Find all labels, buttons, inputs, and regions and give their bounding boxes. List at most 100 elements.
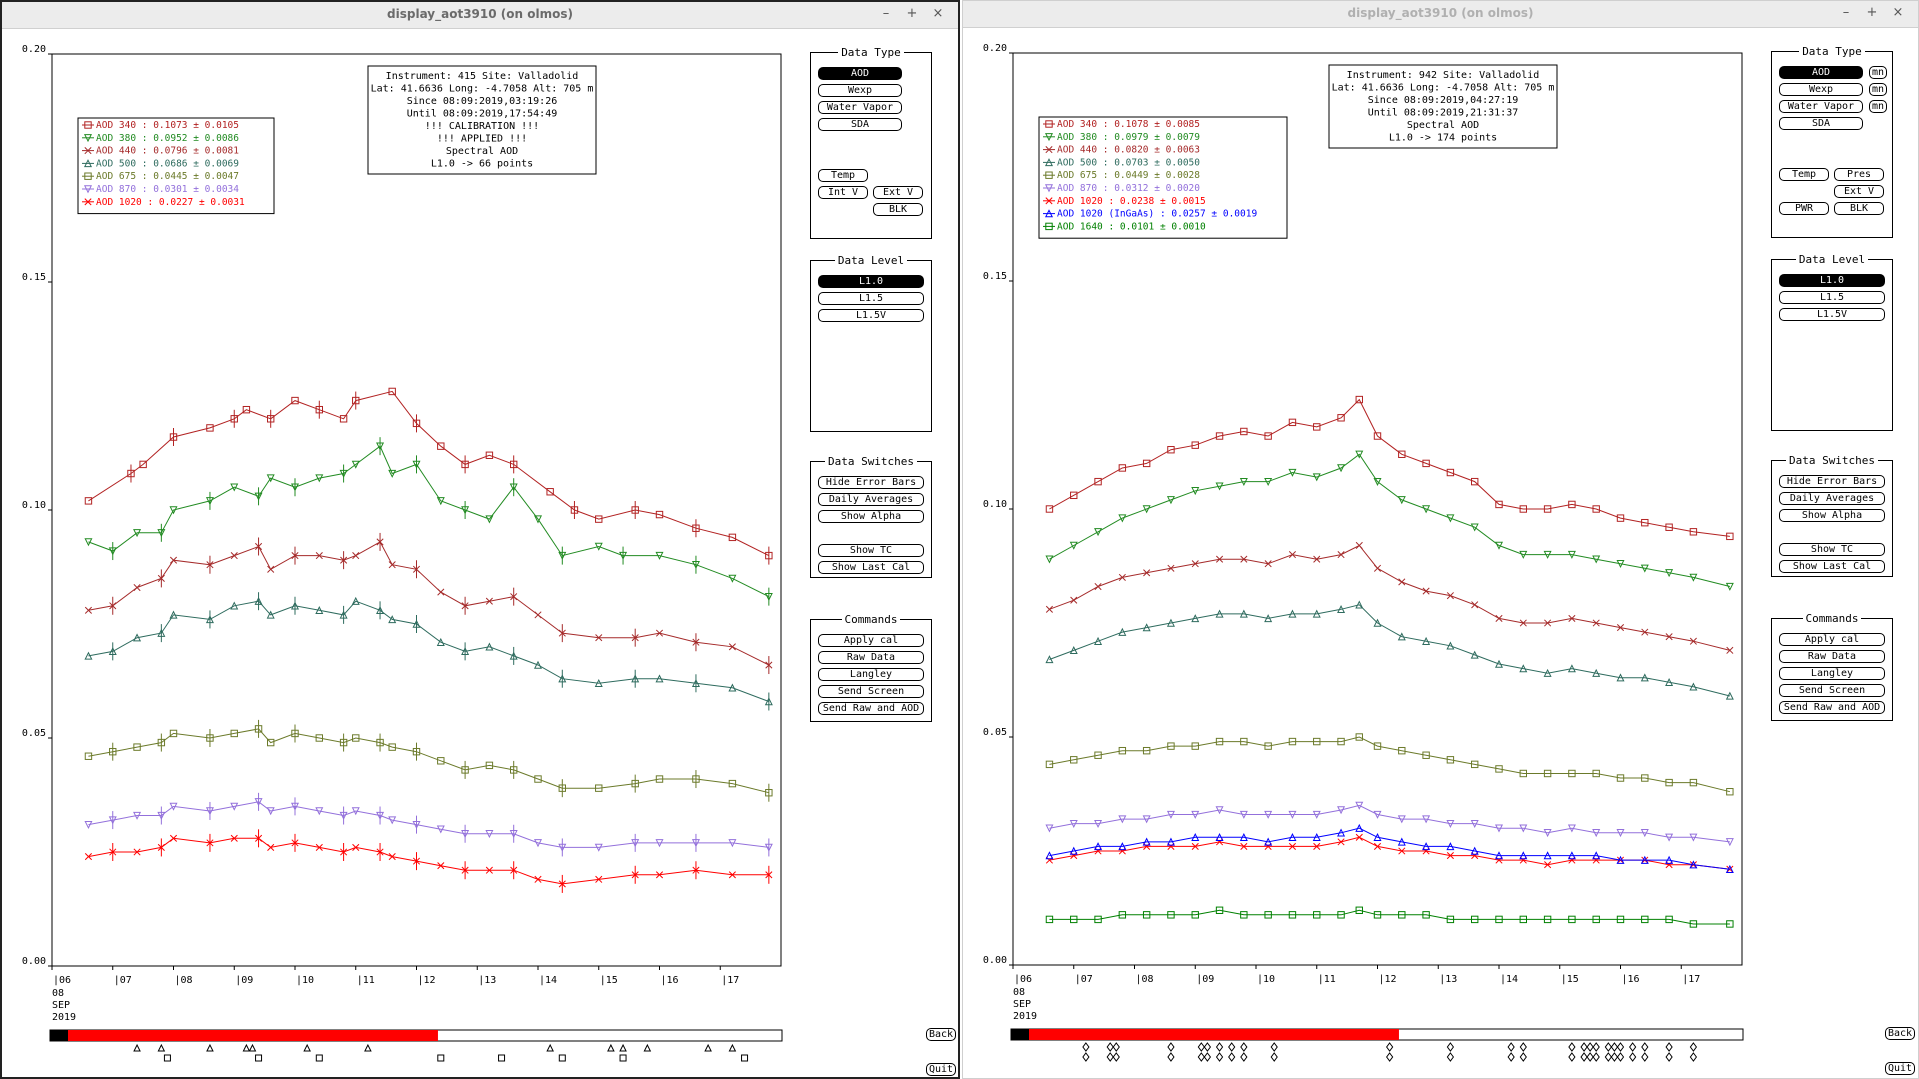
quit-button[interactable]: Quit xyxy=(926,1063,956,1076)
show-alpha-button[interactable]: Show Alpha xyxy=(1779,509,1885,522)
data-point xyxy=(1616,855,1625,864)
legend-entry: AOD 380 : 0.0979 ± 0.0079 xyxy=(1057,132,1200,143)
close-button[interactable]: × xyxy=(932,6,944,21)
wexp-button[interactable]: Wexp xyxy=(1779,83,1863,96)
commands-panel: Commands Apply cal Raw Data Langley Send… xyxy=(810,613,932,722)
data-point xyxy=(1312,833,1321,842)
series-line xyxy=(88,801,769,848)
level-l10-button[interactable]: L1.0 xyxy=(818,275,924,288)
series-line xyxy=(1049,827,1730,870)
data-point xyxy=(1069,819,1078,828)
raw-data-button[interactable]: Raw Data xyxy=(818,651,924,664)
langley-button[interactable]: Langley xyxy=(1779,667,1885,680)
data-point xyxy=(254,798,263,807)
timeline-triangle-mark xyxy=(546,1043,554,1052)
data-point xyxy=(1264,837,1273,846)
quit-button[interactable]: Quit xyxy=(1885,1062,1915,1075)
data-point xyxy=(436,825,445,834)
show-tc-button[interactable]: Show TC xyxy=(818,544,924,557)
send-raw-and-aod-button[interactable]: Send Raw and AOD xyxy=(1779,701,1885,714)
data-point xyxy=(1616,560,1625,569)
legend-entry: AOD 870 : 0.0312 ± 0.0020 xyxy=(1057,183,1200,194)
send-screen-button[interactable]: Send Screen xyxy=(1779,684,1885,697)
data-point xyxy=(1568,856,1576,864)
daily-averages-button[interactable]: Daily Averages xyxy=(1779,492,1885,505)
int-v-button[interactable]: Int V xyxy=(818,186,868,199)
hide-error-bars-button[interactable]: Hide Error Bars xyxy=(1779,475,1885,488)
maximize-button[interactable]: + xyxy=(1866,5,1878,20)
water-vapor-mn-button[interactable]: mn xyxy=(1869,100,1887,113)
data-point xyxy=(1592,829,1601,838)
ext-v-button[interactable]: Ext V xyxy=(873,186,923,199)
water-vapor-button[interactable]: Water Vapor xyxy=(818,101,902,114)
data-point xyxy=(1094,528,1103,537)
title-bar[interactable]: display_aot3910 (on olmos) – + × xyxy=(963,1,1918,28)
data-point xyxy=(1355,395,1363,404)
minimize-button[interactable]: – xyxy=(1842,5,1850,20)
raw-data-button[interactable]: Raw Data xyxy=(1779,650,1885,663)
show-tc-button[interactable]: Show TC xyxy=(1779,543,1885,556)
maximize-button[interactable]: + xyxy=(906,6,918,21)
send-screen-button[interactable]: Send Screen xyxy=(818,685,924,698)
data-point xyxy=(388,816,397,825)
data-point xyxy=(290,483,300,492)
data-point xyxy=(1543,915,1552,924)
show-last-cal-button[interactable]: Show Last Cal xyxy=(818,561,924,574)
aod-button[interactable]: AOD xyxy=(1779,66,1863,79)
level-l15-button[interactable]: L1.5 xyxy=(1779,291,1885,304)
aod-chart: 0.00 0.05 0.10 0.15 0.20 |06 |07 |08 |09 |10 |11 |1… xyxy=(983,43,1744,1062)
ext-v-button[interactable]: Ext V xyxy=(1834,185,1884,198)
sda-button[interactable]: SDA xyxy=(1779,117,1863,130)
data-point xyxy=(109,747,117,756)
data-point xyxy=(169,802,178,811)
wexp-mn-button[interactable]: mn xyxy=(1869,83,1887,96)
close-button[interactable]: × xyxy=(1892,5,1904,20)
level-l10-button[interactable]: L1.0 xyxy=(1779,274,1885,287)
show-alpha-button[interactable]: Show Alpha xyxy=(818,510,924,523)
blk-button[interactable]: BLK xyxy=(1834,202,1884,215)
date-label: 2019 xyxy=(52,1012,76,1023)
level-l15-button[interactable]: L1.5 xyxy=(818,292,924,305)
data-point xyxy=(1118,847,1126,855)
apply-cal-button[interactable]: Apply cal xyxy=(1779,633,1885,646)
series-line xyxy=(1049,909,1730,925)
blk-button[interactable]: BLK xyxy=(873,203,923,216)
aod-mn-button[interactable]: mn xyxy=(1869,66,1887,79)
langley-button[interactable]: Langley xyxy=(818,668,924,681)
data-point xyxy=(765,789,773,797)
data-point xyxy=(1471,601,1479,609)
sda-button[interactable]: SDA xyxy=(818,118,902,131)
aod-button[interactable]: AOD xyxy=(818,67,902,80)
level-l15v-button[interactable]: L1.5V xyxy=(1779,308,1885,321)
info-line: Spectral AOD xyxy=(446,146,518,157)
data-point xyxy=(206,839,214,847)
apply-cal-button[interactable]: Apply cal xyxy=(818,634,924,647)
timeline-square-mark xyxy=(255,1054,263,1062)
data-point xyxy=(1264,477,1273,486)
data-point xyxy=(157,811,166,820)
data-point xyxy=(1094,847,1102,855)
data-point xyxy=(1519,824,1528,833)
data-point xyxy=(485,451,494,459)
minimize-button[interactable]: – xyxy=(882,6,890,21)
send-raw-and-aod-button[interactable]: Send Raw and AOD xyxy=(818,702,924,715)
wexp-button[interactable]: Wexp xyxy=(818,84,902,97)
data-point xyxy=(351,807,360,816)
level-l15v-button[interactable]: L1.5V xyxy=(818,309,924,322)
back-button[interactable]: Back xyxy=(1885,1027,1915,1040)
hide-error-bars-button[interactable]: Hide Error Bars xyxy=(818,476,924,489)
x-tick-label: |11 xyxy=(1318,974,1336,985)
back-button[interactable]: Back xyxy=(926,1028,956,1041)
timeline-triangle-mark xyxy=(619,1043,627,1052)
temp-button[interactable]: Temp xyxy=(818,169,868,182)
data-point xyxy=(510,460,518,469)
temp-button[interactable]: Temp xyxy=(1779,168,1829,181)
data-point xyxy=(1191,560,1199,568)
daily-averages-button[interactable]: Daily Averages xyxy=(818,493,924,506)
title-bar[interactable]: display_aot3910 (on olmos) – + × xyxy=(2,2,958,29)
pwr-button[interactable]: PWR xyxy=(1779,202,1829,215)
info-line: Since 08:09:2019,03:19:26 xyxy=(407,96,558,107)
water-vapor-button[interactable]: Water Vapor xyxy=(1779,100,1863,113)
show-last-cal-button[interactable]: Show Last Cal xyxy=(1779,560,1885,573)
pres-button[interactable]: Pres xyxy=(1834,168,1884,181)
